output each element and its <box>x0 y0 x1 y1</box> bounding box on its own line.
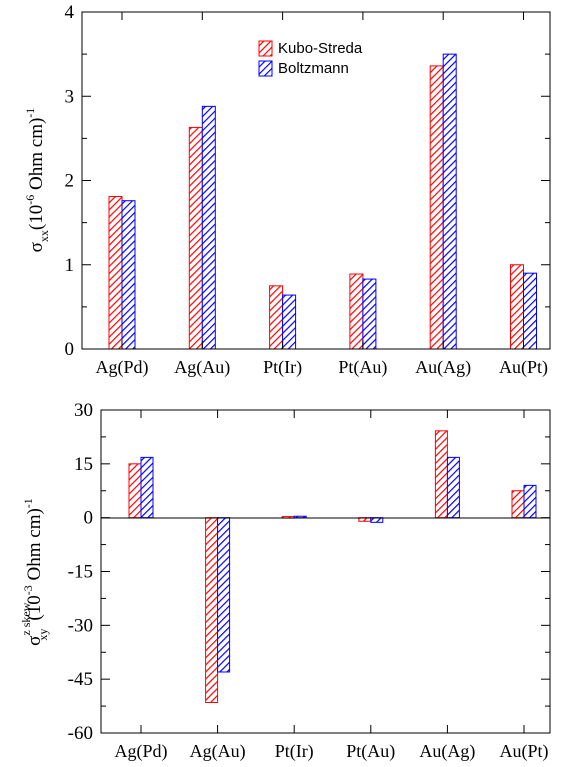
legend-boltzmann-swatch <box>258 60 273 77</box>
sigma-xx-bar-boltzmann-au-ag <box>442 53 457 350</box>
sigma-xy-skew-bar-boltzmann-ag-pd <box>140 456 154 519</box>
sigma-xx-bar-boltzmann-ag-pd <box>121 200 136 350</box>
sigma-xx-bar-kubo-streda-pt-au <box>349 273 364 350</box>
sigma-xy-skew-bar-kubo-streda-au-pt <box>511 490 525 519</box>
sigma-xy-skew-bar-boltzmann-au-ag <box>446 456 460 519</box>
sigma-xy-skew-bar-kubo-streda-ag-pd <box>128 463 142 519</box>
sigma-xy-skew-bar-boltzmann-au-pt <box>523 484 537 519</box>
sigma-xx-bar-kubo-streda-au-pt <box>510 264 524 350</box>
sigma-xy-skew-bars <box>128 430 537 703</box>
sigma-xy-skew-y-tick-label: 0 <box>84 508 94 529</box>
sigma-xy-skew-chart: Ag(Pd) Ag(Au) Pt(Ir) Pt(Au) Au(Ag) Au(Pt) -60 -… <box>19 400 551 762</box>
sigma-xx-bar-boltzmann-au-pt <box>523 272 537 350</box>
sigma-xy-skew-ticks: Ag(Pd) Ag(Au) Pt(Ir) Pt(Au) Au(Ag) Au(Pt) -60 -… <box>68 400 550 762</box>
sigma-xx-y-tick-label: 2 <box>65 171 75 192</box>
sigma-xx-category-label: Ag(Au) <box>174 357 230 378</box>
sigma-xx-y-tick-label: 3 <box>65 86 75 107</box>
sigma-xy-skew-y-tick-label: -60 <box>68 723 93 744</box>
sigma-xx-bar-boltzmann-pt-ir <box>282 294 297 350</box>
sigma-xy-skew-category-label: Ag(Pd) <box>115 741 168 762</box>
sigma-xx-bar-boltzmann-pt-au <box>362 278 377 350</box>
sigma-xy-skew-category-label: Ag(Au) <box>190 741 246 762</box>
sigma-xy-skew-category-label: Pt(Ir) <box>275 741 314 762</box>
sigma-xy-skew-bar-boltzmann-ag-au <box>217 517 231 673</box>
sigma-xx-bars <box>108 53 537 350</box>
sigma-xx-y-tick-label: 1 <box>65 255 75 276</box>
sigma-xy-skew-y-tick-label: -30 <box>68 615 93 636</box>
sigma-xx-category-label: Pt(Ir) <box>263 357 302 378</box>
sigma-xx-bar-kubo-streda-au-ag <box>429 65 444 350</box>
sigma-xx-category-label: Ag(Pd) <box>96 357 149 378</box>
sigma-xx-bar-kubo-streda-pt-ir <box>269 285 284 350</box>
sigma-xy-skew-y-tick-label: -15 <box>68 562 93 583</box>
sigma-xx-chart: Ag(Pd) Ag(Au) Pt(Ir) Pt(Au) Au(Ag) Au(Pt) 0 1 2 3… <box>23 2 551 378</box>
sigma-xx-ticks: Ag(Pd) Ag(Au) Pt(Ir) Pt(Au) Au(Ag) Au(Pt) 0 1 2 3… <box>65 2 550 378</box>
legend: Kubo-Streda Boltzmann <box>258 40 363 77</box>
sigma-xx-category-label: Au(Pt) <box>499 357 548 378</box>
sigma-xx-y-tick-label: 0 <box>65 339 75 360</box>
legend-kubo-label: Kubo-Streda <box>278 40 363 57</box>
sigma-xy-skew-y-axis-label: σz skew xy(10-3 Ohm cm)-1 <box>19 498 50 646</box>
legend-kubo-swatch <box>258 40 273 57</box>
sigma-xy-skew-category-label: Au(Ag) <box>419 741 475 762</box>
sigma-xx-bar-boltzmann-ag-au <box>201 105 216 350</box>
sigma-xx-bar-kubo-streda-ag-au <box>188 126 203 350</box>
sigma-xx-category-label: Au(Ag) <box>415 357 471 378</box>
sigma-xy-skew-y-tick-label: -45 <box>68 669 93 690</box>
sigma-xy-skew-bar-kubo-streda-ag-au <box>205 517 219 703</box>
sigma-xx-bar-kubo-streda-ag-pd <box>108 196 123 350</box>
sigma-xy-skew-category-label: Pt(Au) <box>346 741 395 762</box>
sigma-xy-skew-plot-frame <box>100 409 551 734</box>
sigma-xy-skew-y-tick-label: 15 <box>74 454 93 475</box>
sigma-xx-category-label: Pt(Au) <box>338 357 387 378</box>
sigma-xy-skew-bar-kubo-streda-au-ag <box>434 430 448 519</box>
sigma-xy-skew-y-tick-label: 30 <box>74 400 93 421</box>
sigma-xx-y-axis-label: σxx(10-6 Ohm cm)-1 <box>23 108 51 253</box>
sigma-xx-y-tick-label: 4 <box>65 2 75 23</box>
sigma-xy-skew-category-label: Au(Pt) <box>500 741 549 762</box>
legend-boltzmann-label: Boltzmann <box>278 60 349 77</box>
